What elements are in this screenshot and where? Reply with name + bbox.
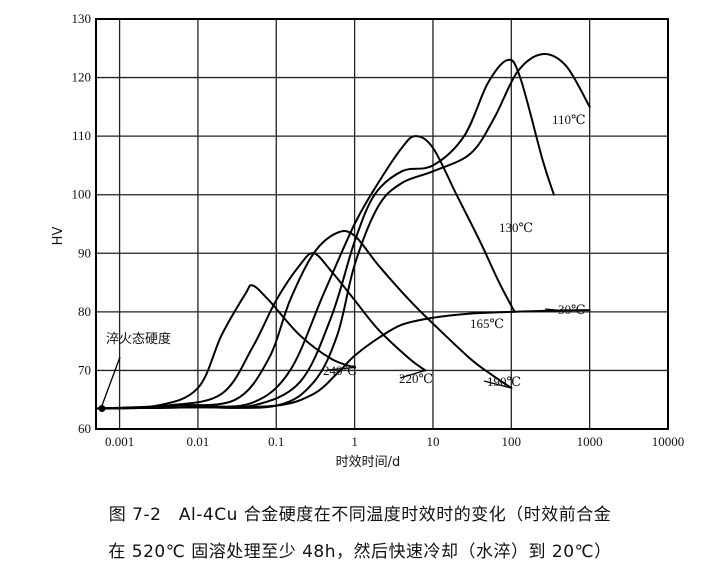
y-tick-label: 80 — [78, 304, 91, 319]
curve-label: 220℃ — [399, 371, 433, 386]
x-tick-label: 10000 — [652, 434, 685, 449]
y-tick-label: 130 — [72, 11, 92, 26]
x-tick-label: 0.001 — [105, 434, 134, 449]
curve-30c — [95, 309, 591, 410]
curve-label: 165℃ — [470, 316, 504, 331]
curve-220c — [95, 252, 427, 410]
curve-240c — [95, 284, 356, 410]
x-tick-label: 10 — [426, 434, 439, 449]
tick-labels: 0.001 0.01 0.1 1 10 100 1000 100006070809010011… — [72, 11, 685, 449]
curve-165c — [95, 135, 516, 410]
curve-label: 110℃ — [552, 112, 586, 127]
y-axis-title: HV — [51, 227, 66, 246]
x-axis-title: 时效时间/d — [336, 455, 401, 470]
x-tick-label: 0.1 — [268, 434, 284, 449]
label-leader-line — [326, 366, 355, 371]
quench-leader-line — [101, 356, 121, 406]
grid-lines — [96, 19, 668, 429]
curve-label: 240℃ — [323, 363, 357, 378]
curve-label: 190℃ — [487, 374, 521, 389]
label-leader-line — [399, 369, 426, 379]
y-tick-label: 100 — [72, 187, 92, 202]
curve-190c — [95, 230, 513, 410]
x-tick-label: 1000 — [577, 434, 603, 449]
quench-point — [98, 405, 106, 412]
curve-110c — [95, 52, 591, 410]
label-leader-line — [483, 380, 512, 389]
hardness-aging-chart: 0.001 0.01 0.1 1 10 100 1000 100006070809010011… — [51, 11, 685, 470]
plot-frame — [95, 18, 669, 430]
curve-label: 30℃ — [558, 302, 586, 317]
curve-130c — [95, 58, 555, 410]
x-tick-label: 100 — [502, 434, 522, 449]
curve-label: 130℃ — [499, 220, 533, 235]
y-tick-label: 70 — [78, 362, 91, 377]
curve-labels: 110℃ 130℃ 30℃ 165℃ 190℃ 220℃ 240℃ — [323, 112, 586, 389]
y-tick-label: 120 — [72, 70, 92, 85]
y-tick-label: 90 — [78, 245, 91, 260]
quench-annotation: 淬火态硬度 — [98, 331, 171, 412]
y-tick-label: 110 — [72, 128, 91, 143]
label-leader-line — [544, 308, 563, 312]
quench-label: 淬火态硬度 — [106, 331, 171, 346]
figure-caption-line-2: 在 520℃ 固溶处理至少 48h，然后快速冷却（水淬）到 20℃） — [108, 542, 612, 562]
figure-caption-line-1: 图 7-2 Al-4Cu 合金硬度在不同温度时效时的变化（时效前合金 — [108, 505, 612, 525]
x-tick-label: 1 — [351, 434, 358, 449]
x-tick-label: 0.01 — [187, 434, 210, 449]
y-tick-label: 60 — [78, 421, 91, 436]
curves — [95, 52, 591, 410]
